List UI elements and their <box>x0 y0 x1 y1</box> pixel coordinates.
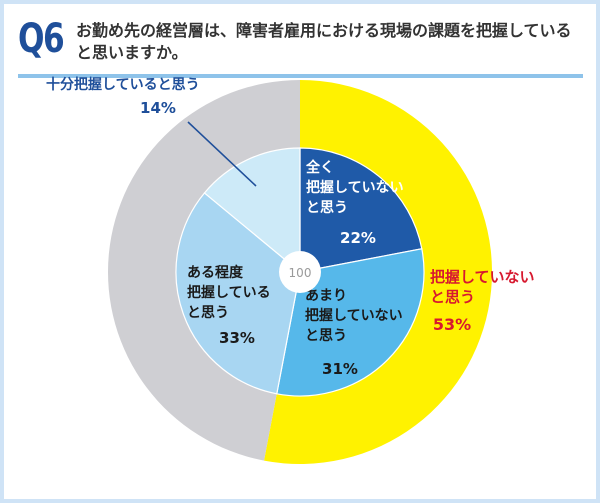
inner-label-0-line-2: と思う <box>306 200 348 216</box>
outer-segment-0 <box>264 80 493 465</box>
inner-label-1-line-2: と思う <box>305 328 347 344</box>
inner-pct-1: 31% <box>322 360 358 378</box>
inner-pie <box>175 147 425 397</box>
inner-pct-3: 14% <box>140 99 176 117</box>
center-label: 100 <box>289 266 312 280</box>
leader-line <box>187 121 257 187</box>
question-badge: Q6 <box>18 16 65 62</box>
center-circle <box>279 251 321 293</box>
chart-labels: 全く把握していないと思う22%あまり把握していないと思う31%ある程度把握してい… <box>46 76 535 378</box>
outer-segment-1 <box>108 80 300 461</box>
outer-label-0-line-1: と思う <box>430 288 475 306</box>
inner-label-1-line-1: 把握していない <box>305 307 403 324</box>
inner-label-2-line-1: 把握している <box>187 284 271 301</box>
inner-slice-2 <box>175 192 301 395</box>
inner-label-3-line-0: 十分把握していると思う <box>46 76 200 93</box>
inner-label-0-line-0: 全く <box>305 159 334 176</box>
inner-slice-0 <box>299 147 423 273</box>
header-divider <box>18 74 583 78</box>
inner-pct-2: 33% <box>219 329 255 347</box>
outer-label-0-line-0: 把握していない <box>430 268 535 286</box>
inner-label-0-line-1: 把握していない <box>306 179 404 196</box>
outer-pct-0: 53% <box>433 315 471 334</box>
outer-ring <box>108 80 493 465</box>
question-text: お勤め先の経営層は、障害者雇用における現場の課題を把握していると思いますか。 <box>76 21 572 62</box>
inner-label-2-line-2: と思う <box>187 305 229 321</box>
inner-label-1-line-0: あまり <box>305 288 347 304</box>
question-header: Q6 お勤め先の経営層は、障害者雇用における現場の課題を把握していると思いますか… <box>18 14 588 72</box>
inner-slice-3 <box>203 147 301 274</box>
inner-pct-0: 22% <box>340 229 376 247</box>
inner-label-2-line-0: ある程度 <box>187 264 244 281</box>
